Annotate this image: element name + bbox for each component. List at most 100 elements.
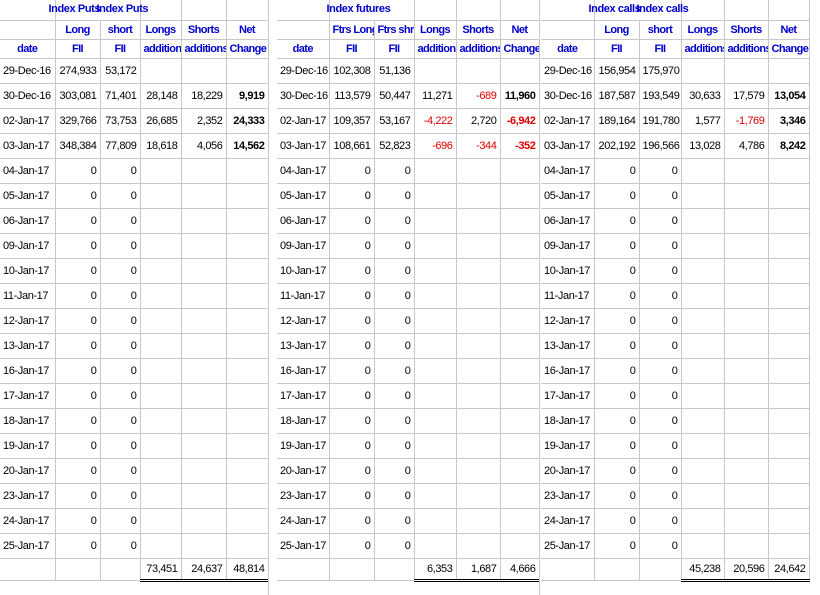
value-cell[interactable] [768, 508, 810, 534]
value-cell[interactable] [226, 158, 269, 184]
value-cell[interactable]: 52,823 [374, 133, 415, 159]
value-cell[interactable] [181, 383, 227, 409]
date-cell[interactable]: 20-Jan-17 [277, 458, 330, 484]
value-cell[interactable] [414, 408, 457, 434]
puts-total-shorts[interactable]: 24,637 [181, 558, 227, 582]
value-cell[interactable] [500, 383, 540, 409]
value-cell[interactable] [226, 183, 269, 209]
value-cell[interactable]: 0 [100, 233, 141, 259]
date-cell[interactable]: 17-Jan-17 [541, 383, 595, 409]
value-cell[interactable] [681, 508, 725, 534]
value-cell[interactable] [500, 158, 540, 184]
value-cell[interactable]: 0 [55, 358, 101, 384]
value-cell[interactable] [724, 383, 769, 409]
value-cell[interactable] [768, 383, 810, 409]
value-cell[interactable]: 0 [639, 408, 682, 434]
value-cell[interactable]: 0 [100, 533, 141, 559]
value-cell[interactable]: 0 [639, 308, 682, 334]
value-cell[interactable]: 0 [329, 408, 375, 434]
column-header[interactable]: Long [55, 20, 101, 40]
value-cell[interactable]: -689 [456, 83, 501, 109]
puts-total-longs[interactable]: 73,451 [140, 558, 182, 582]
value-cell[interactable]: 73,753 [100, 108, 141, 134]
value-cell[interactable] [456, 408, 501, 434]
value-cell[interactable]: 0 [55, 233, 101, 259]
value-cell[interactable] [456, 483, 501, 509]
column-header[interactable]: additions [181, 39, 227, 59]
value-cell[interactable]: 202,192 [594, 133, 640, 159]
column-header[interactable]: Net [500, 20, 540, 40]
value-cell[interactable]: 156,954 [594, 58, 640, 84]
value-cell[interactable]: 0 [329, 483, 375, 509]
value-cell[interactable] [500, 333, 540, 359]
value-cell[interactable] [181, 533, 227, 559]
value-cell[interactable] [500, 308, 540, 334]
value-cell[interactable] [414, 308, 457, 334]
value-cell[interactable] [681, 458, 725, 484]
value-cell[interactable]: 53,172 [100, 58, 141, 84]
value-cell[interactable]: 0 [329, 508, 375, 534]
value-cell[interactable]: 50,447 [374, 83, 415, 109]
value-cell[interactable] [140, 58, 182, 84]
value-cell[interactable]: 17,579 [724, 83, 769, 109]
value-cell[interactable] [724, 208, 769, 234]
value-cell[interactable]: 0 [374, 508, 415, 534]
value-cell[interactable]: 274,933 [55, 58, 101, 84]
value-cell[interactable] [414, 458, 457, 484]
value-cell[interactable] [500, 283, 540, 309]
value-cell[interactable] [140, 508, 182, 534]
value-cell[interactable] [500, 358, 540, 384]
value-cell[interactable]: 348,384 [55, 133, 101, 159]
date-cell[interactable]: 29-Dec-16 [277, 58, 330, 84]
column-header[interactable]: additions [724, 39, 769, 59]
value-cell[interactable] [181, 283, 227, 309]
column-header[interactable]: FII [374, 39, 415, 59]
value-cell[interactable] [681, 158, 725, 184]
value-cell[interactable] [226, 358, 269, 384]
value-cell[interactable] [681, 358, 725, 384]
value-cell[interactable]: 0 [55, 508, 101, 534]
date-cell[interactable]: 24-Jan-17 [541, 508, 595, 534]
value-cell[interactable]: 102,308 [329, 58, 375, 84]
column-header[interactable]: short [100, 20, 141, 40]
value-cell[interactable]: 0 [374, 233, 415, 259]
value-cell[interactable]: 0 [639, 433, 682, 459]
value-cell[interactable]: 28,148 [140, 83, 182, 109]
value-cell[interactable] [140, 408, 182, 434]
value-cell[interactable]: 0 [100, 483, 141, 509]
calls-total-net[interactable]: 24,642 [768, 558, 810, 582]
value-cell[interactable]: 0 [594, 358, 640, 384]
value-cell[interactable]: -4,222 [414, 108, 457, 134]
date-cell[interactable]: 03-Jan-17 [0, 133, 56, 159]
value-cell[interactable] [456, 308, 501, 334]
value-cell[interactable] [724, 258, 769, 284]
date-cell[interactable]: 02-Jan-17 [541, 108, 595, 134]
value-cell[interactable]: -344 [456, 133, 501, 159]
value-cell[interactable]: 0 [594, 483, 640, 509]
value-cell[interactable]: -6,942 [500, 108, 540, 134]
value-cell[interactable] [226, 333, 269, 359]
value-cell[interactable]: -352 [500, 133, 540, 159]
date-cell[interactable]: 09-Jan-17 [0, 233, 56, 259]
value-cell[interactable] [181, 233, 227, 259]
value-cell[interactable] [456, 208, 501, 234]
value-cell[interactable]: 0 [100, 433, 141, 459]
column-header[interactable]: additions [414, 39, 457, 59]
value-cell[interactable]: 0 [374, 458, 415, 484]
value-cell[interactable]: 4,056 [181, 133, 227, 159]
value-cell[interactable] [681, 183, 725, 209]
date-cell[interactable]: 11-Jan-17 [277, 283, 330, 309]
value-cell[interactable]: 0 [55, 183, 101, 209]
date-cell[interactable]: 03-Jan-17 [541, 133, 595, 159]
value-cell[interactable] [181, 58, 227, 84]
value-cell[interactable]: 0 [100, 458, 141, 484]
date-cell[interactable]: 25-Jan-17 [277, 533, 330, 559]
value-cell[interactable] [768, 333, 810, 359]
value-cell[interactable] [724, 508, 769, 534]
value-cell[interactable] [181, 408, 227, 434]
column-header[interactable]: Shorts [724, 20, 769, 40]
date-cell[interactable]: 03-Jan-17 [277, 133, 330, 159]
value-cell[interactable] [768, 358, 810, 384]
value-cell[interactable] [681, 58, 725, 84]
value-cell[interactable]: -1,769 [724, 108, 769, 134]
